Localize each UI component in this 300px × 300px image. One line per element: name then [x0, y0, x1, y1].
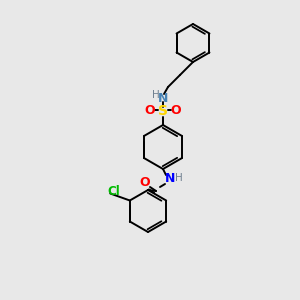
Text: O: O — [171, 103, 181, 116]
Text: Cl: Cl — [108, 185, 121, 198]
Text: O: O — [140, 176, 150, 190]
Text: H: H — [152, 90, 160, 100]
Text: S: S — [158, 104, 168, 118]
Text: H: H — [175, 173, 183, 183]
Text: N: N — [158, 92, 168, 106]
Text: N: N — [165, 172, 175, 185]
Text: O: O — [145, 103, 155, 116]
